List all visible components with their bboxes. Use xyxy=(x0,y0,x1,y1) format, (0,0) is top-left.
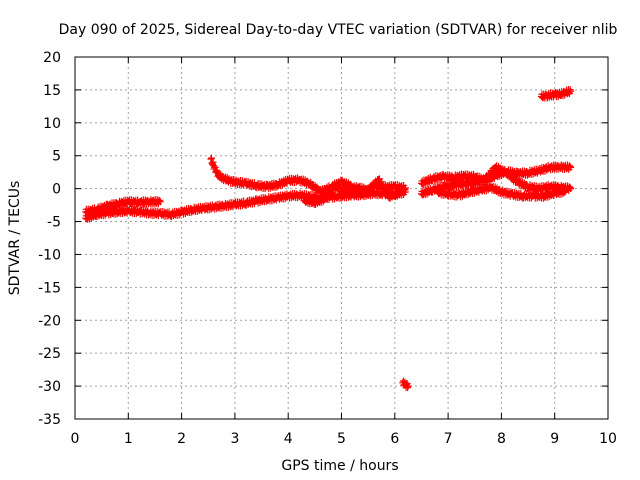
y-tick-label: -10 xyxy=(38,247,61,263)
series-track-e xyxy=(417,161,575,188)
x-tick-label: 10 xyxy=(599,431,617,447)
data-point xyxy=(401,184,409,192)
series-track-g xyxy=(433,181,569,202)
y-tick-label: 0 xyxy=(52,182,61,198)
data-point xyxy=(395,188,403,196)
data-point xyxy=(396,187,404,195)
y-tick-label: -35 xyxy=(38,412,61,428)
axis-ticks xyxy=(74,56,609,420)
tick-labels: 0 1 2 3 4 5 6 7 8 9 10 -35 -30 -25 -20 -15 -10 -5 0 5 10 15 20 xyxy=(38,50,617,447)
x-tick-label: 5 xyxy=(337,431,346,447)
series-track-h xyxy=(537,86,575,102)
x-tick-label: 6 xyxy=(390,431,399,447)
data-point xyxy=(156,198,164,206)
data-point xyxy=(561,187,569,195)
data-point xyxy=(567,164,575,172)
data-point xyxy=(400,185,408,193)
y-tick-label: 10 xyxy=(43,116,61,132)
y-tick-label: -30 xyxy=(38,379,61,395)
data-point xyxy=(377,178,385,186)
x-tick-label: 1 xyxy=(124,431,133,447)
data-point xyxy=(567,87,575,95)
data-point xyxy=(384,187,392,195)
x-tick-label: 2 xyxy=(177,431,186,447)
x-tick-label: 7 xyxy=(444,431,453,447)
series-track-a xyxy=(82,196,164,217)
y-tick-label: -15 xyxy=(38,280,61,296)
data-point xyxy=(156,197,164,205)
y-tick-label: 5 xyxy=(52,149,61,165)
grid-lines xyxy=(75,57,608,419)
data-points xyxy=(82,86,575,392)
data-point xyxy=(379,181,387,189)
x-axis-label: GPS time / hours xyxy=(281,458,398,474)
chart-title: Day 090 of 2025, Sidereal Day-to-day VTE… xyxy=(59,22,618,38)
y-tick-label: -25 xyxy=(38,346,61,362)
data-point xyxy=(566,184,574,192)
data-point xyxy=(404,382,412,390)
y-tick-label: -20 xyxy=(38,313,61,329)
y-tick-label: -5 xyxy=(47,215,61,231)
series-track-d xyxy=(300,175,404,209)
x-tick-label: 3 xyxy=(230,431,239,447)
data-point xyxy=(567,185,575,193)
x-tick-label: 8 xyxy=(497,431,506,447)
data-point xyxy=(561,188,569,196)
series-track-i xyxy=(399,377,412,392)
x-tick-label: 0 xyxy=(71,431,80,447)
x-tick-label: 9 xyxy=(550,431,559,447)
y-axis-label: SDTVAR / TECUs xyxy=(7,181,23,296)
y-tick-label: 20 xyxy=(43,50,61,66)
data-point xyxy=(566,162,574,170)
x-tick-label: 4 xyxy=(284,431,293,447)
y-tick-label: 15 xyxy=(43,83,61,99)
